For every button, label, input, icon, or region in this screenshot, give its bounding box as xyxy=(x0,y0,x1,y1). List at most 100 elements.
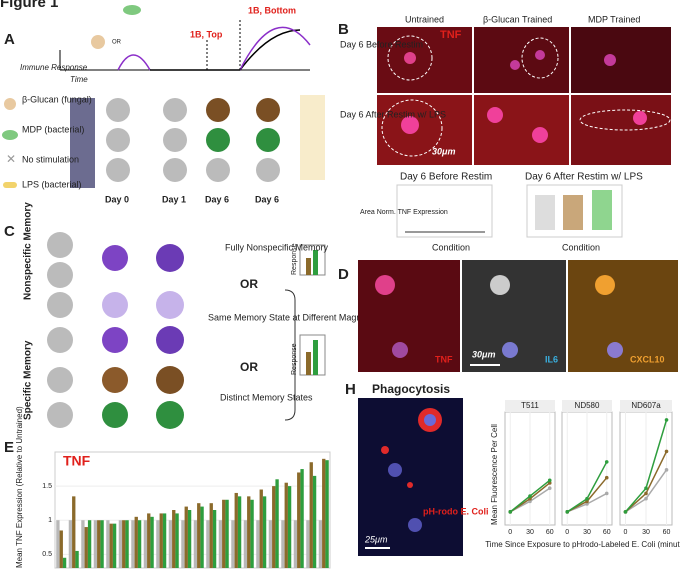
bar xyxy=(150,516,154,568)
point xyxy=(528,494,532,498)
point xyxy=(585,496,589,501)
day-label: Day 1 xyxy=(162,194,186,204)
bar xyxy=(281,520,285,568)
x-tick-label: 0 xyxy=(624,529,628,536)
point xyxy=(623,510,628,514)
bar xyxy=(159,513,163,568)
x-tick-label: 60 xyxy=(546,529,554,536)
column-header: Untrained xyxy=(405,14,444,24)
svg-text:✕: ✕ xyxy=(6,152,16,166)
point xyxy=(664,418,669,422)
side-label: Nonspecific Memory xyxy=(23,202,34,300)
bar xyxy=(87,520,92,568)
bar xyxy=(243,520,248,568)
bar xyxy=(59,530,63,568)
x-axis-label: Time Since Exposure to pHrodo-Labeled E.… xyxy=(485,540,680,549)
bar xyxy=(181,520,185,568)
point xyxy=(664,449,669,454)
bar xyxy=(300,469,304,568)
bar xyxy=(284,482,288,568)
point xyxy=(604,475,609,480)
day-label: Day 6 xyxy=(205,194,229,204)
bar xyxy=(125,520,129,568)
bar xyxy=(268,520,273,568)
or-label: OR xyxy=(240,360,258,374)
chart-title: ND580 xyxy=(575,401,600,410)
micrographs xyxy=(377,27,671,165)
bar xyxy=(200,506,204,568)
point xyxy=(528,496,532,501)
bar xyxy=(134,516,138,568)
bar xyxy=(68,520,73,568)
bar xyxy=(162,513,167,568)
annotation: 1B, Top xyxy=(190,29,223,39)
axis-label: Immune Response xyxy=(20,63,88,72)
bar xyxy=(218,520,223,568)
bar xyxy=(175,513,179,568)
point xyxy=(528,499,532,504)
annotation: 1B, Bottom xyxy=(248,5,296,15)
bar xyxy=(93,520,98,568)
bar xyxy=(112,523,117,568)
stain-label: TNF xyxy=(440,29,462,41)
x-tick-label: 0 xyxy=(508,529,512,536)
row-label: MDP (bacterial) xyxy=(22,124,84,134)
bar xyxy=(143,520,148,568)
bar xyxy=(109,523,113,568)
x-tick-label: 0 xyxy=(565,529,569,536)
day-label: Day 6 xyxy=(255,194,279,204)
axis-label: Response xyxy=(291,343,298,375)
x-tick-label: 60 xyxy=(603,529,611,536)
bar xyxy=(297,472,301,568)
point xyxy=(508,510,513,514)
memory-diagram xyxy=(47,232,326,429)
micrograph xyxy=(358,398,463,556)
y-tick-label: 0.5 xyxy=(42,551,52,558)
stain-label: pH-rodo E. Coli xyxy=(423,506,489,516)
axis-label: Area Norm. TNF Expression xyxy=(360,209,448,216)
bar xyxy=(212,510,217,568)
bar xyxy=(84,527,88,568)
bar xyxy=(206,520,210,568)
bar xyxy=(262,496,267,568)
curve-diagram xyxy=(59,5,311,72)
x-tick-label: 30 xyxy=(642,529,650,536)
scale-label: 30μm xyxy=(472,349,495,359)
bar xyxy=(184,506,188,568)
mini-plots xyxy=(396,184,623,238)
column-header: MDP Trained xyxy=(588,14,640,24)
bar xyxy=(272,486,276,568)
x-tick-label: 30 xyxy=(583,529,591,536)
bar xyxy=(97,520,101,568)
annotation: OR xyxy=(112,40,122,46)
row-label: LPS (bacterial) xyxy=(22,179,82,189)
side-label: Specific Memory xyxy=(23,340,34,420)
bar xyxy=(225,499,229,568)
bar xyxy=(137,520,142,568)
point xyxy=(585,499,589,504)
bar xyxy=(325,460,329,568)
strip xyxy=(562,400,612,412)
bar xyxy=(256,520,260,568)
point xyxy=(644,491,648,496)
bar xyxy=(247,496,251,568)
option-label: Fully Nonspecific Memory xyxy=(225,242,329,252)
panel-letter: H xyxy=(345,381,356,398)
cell-rows: ✕ xyxy=(2,95,325,188)
bar xyxy=(287,486,292,568)
stain-label: CXCL10 xyxy=(630,354,665,364)
bar xyxy=(234,492,238,568)
scale-label: 30μm xyxy=(432,146,455,156)
bar xyxy=(322,458,326,568)
bar xyxy=(231,520,235,568)
point xyxy=(547,481,552,485)
stain-label: TNF xyxy=(435,354,453,364)
plot-title: Day 6 Before Restim xyxy=(400,172,492,183)
figure-title: Figure 1 xyxy=(0,0,58,11)
bar xyxy=(312,475,317,568)
point xyxy=(547,478,552,483)
bar xyxy=(187,510,192,568)
axis-label: Time xyxy=(70,75,88,84)
row-label: Day 6 After Restim w/ LPS xyxy=(340,109,446,119)
